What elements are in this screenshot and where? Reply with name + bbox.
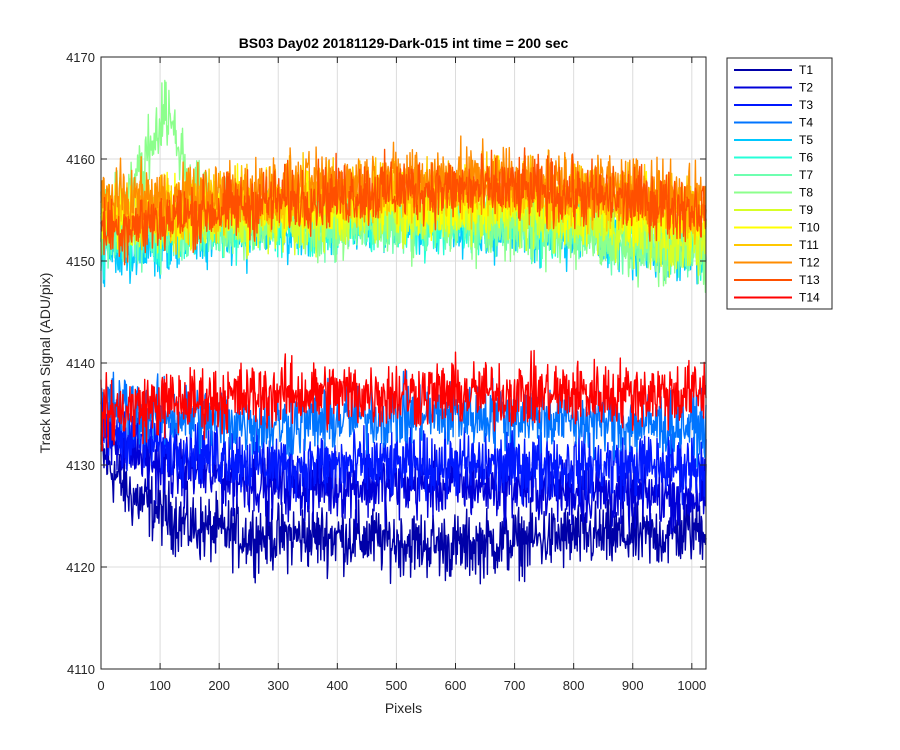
legend-label: T7 bbox=[799, 168, 813, 182]
series-line-t3 bbox=[100, 389, 707, 506]
x-axis-label: Pixels bbox=[385, 700, 422, 716]
x-tick-label: 700 bbox=[504, 678, 526, 693]
x-tick-label: 400 bbox=[326, 678, 348, 693]
y-axis-label: Track Mean Signal (ADU/pix) bbox=[37, 273, 53, 454]
legend-label: T12 bbox=[799, 256, 820, 270]
x-tick-label: 600 bbox=[445, 678, 467, 693]
legend-box bbox=[726, 57, 833, 310]
x-axis-ticks: 0 100 200 300 400 500 600 700 800 900 1000 bbox=[97, 57, 706, 693]
legend-label: T14 bbox=[799, 291, 820, 305]
x-tick-label: 800 bbox=[563, 678, 585, 693]
series-line-t1 bbox=[100, 427, 707, 585]
x-tick-label: 900 bbox=[622, 678, 644, 693]
legend-label: T3 bbox=[799, 98, 813, 112]
series-lines bbox=[100, 79, 707, 585]
legend-label: T5 bbox=[799, 133, 813, 147]
x-tick-label: 1000 bbox=[677, 678, 706, 693]
y-tick-label: 4170 bbox=[66, 50, 95, 65]
y-tick-label: 4110 bbox=[67, 662, 95, 677]
legend-label: T9 bbox=[799, 203, 813, 217]
legend-label: T10 bbox=[799, 221, 820, 235]
x-tick-label: 200 bbox=[208, 678, 230, 693]
legend-label: T13 bbox=[799, 273, 820, 287]
chart-title: BS03 Day02 20181129-Dark-015 int time = … bbox=[239, 35, 569, 51]
y-tick-label: 4160 bbox=[66, 152, 95, 167]
legend: T1 T2 T3 T4 T5 T6 T7 T8 T9 T10 T11 T12 T13 T14 bbox=[726, 57, 833, 310]
x-tick-label: 300 bbox=[267, 678, 289, 693]
legend-label: T6 bbox=[799, 151, 813, 165]
legend-label: T11 bbox=[799, 238, 819, 252]
y-tick-label: 4140 bbox=[66, 356, 95, 371]
x-tick-label: 0 bbox=[97, 678, 104, 693]
series-line-t14 bbox=[100, 349, 707, 452]
y-tick-label: 4130 bbox=[66, 458, 95, 473]
legend-label: T1 bbox=[799, 63, 813, 77]
legend-label: T8 bbox=[799, 186, 813, 200]
x-tick-label: 500 bbox=[386, 678, 408, 693]
legend-label: T2 bbox=[799, 81, 813, 95]
y-tick-label: 4120 bbox=[66, 560, 95, 575]
y-tick-label: 4150 bbox=[66, 254, 95, 269]
legend-label: T4 bbox=[799, 116, 813, 130]
y-axis-ticks: 4110 4120 4130 4140 4150 4160 4170 bbox=[66, 50, 706, 677]
x-tick-label: 100 bbox=[149, 678, 171, 693]
series-line-t13 bbox=[100, 147, 707, 266]
